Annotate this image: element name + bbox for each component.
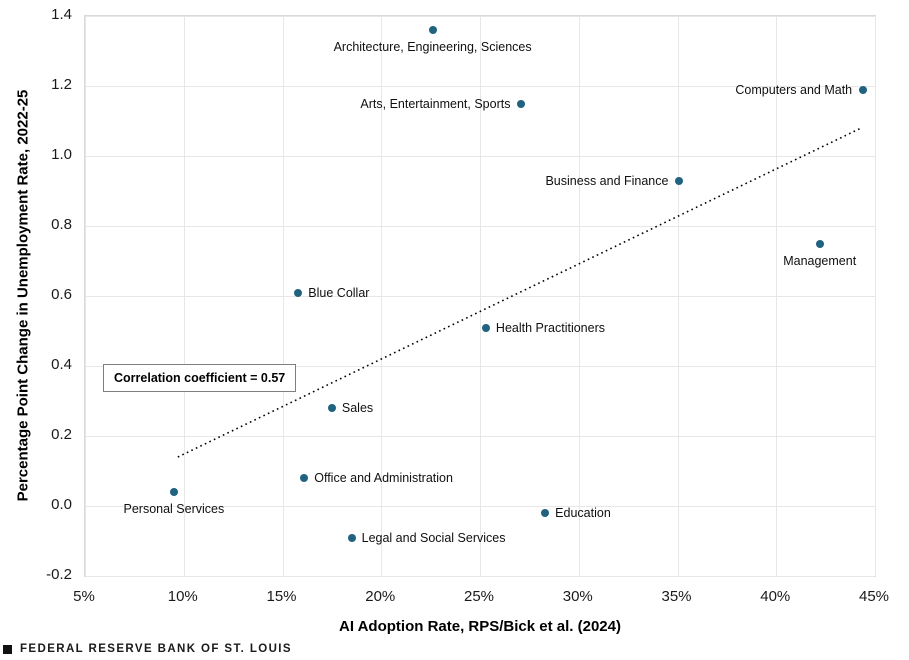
- data-point-label: Business and Finance: [545, 173, 669, 188]
- data-point-label: Office and Administration: [314, 471, 453, 485]
- x-tick-label: 30%: [562, 588, 593, 605]
- data-point: [300, 474, 309, 482]
- x-tick-label: 10%: [167, 588, 198, 605]
- footer-brand: FEDERAL RESERVE BANK OF ST. LOUIS: [3, 643, 292, 655]
- y-tick-label: 1.2: [51, 76, 72, 93]
- y-tick-label: 0.0: [51, 496, 72, 513]
- plot-area: Architecture, Engineering, Sciences Arts,…: [84, 15, 876, 577]
- data-point: [541, 509, 550, 517]
- y-tick-label: 0.4: [51, 356, 72, 373]
- y-tick-label: 1.4: [51, 6, 72, 23]
- x-axis-title: AI Adoption Rate, RPS/Bick et al. (2024): [338, 618, 621, 635]
- x-tick-label: 15%: [266, 588, 297, 605]
- data-point-label: Computers and Math: [735, 82, 853, 97]
- data-point: [347, 533, 356, 542]
- data-point: [815, 239, 824, 248]
- data-point: [675, 176, 684, 185]
- gridline-vertical: [875, 16, 876, 576]
- gridline-vertical: [578, 16, 580, 576]
- data-point-label: Blue Collar: [308, 285, 370, 300]
- data-point: [859, 85, 868, 94]
- data-point: [517, 99, 526, 108]
- correlation-annotation: Correlation coefficient = 0.57: [103, 364, 297, 392]
- square-logo-icon: [3, 644, 12, 654]
- y-tick-label: 1.0: [51, 146, 72, 163]
- data-point-label: Management: [783, 253, 857, 268]
- footer-brand-label: FEDERAL RESERVE BANK OF ST. LOUIS: [20, 643, 292, 655]
- y-tick-label: 0.8: [51, 216, 72, 233]
- gridline-vertical: [282, 16, 284, 576]
- x-tick-label: 5%: [73, 588, 95, 605]
- x-tick-label: 35%: [661, 588, 692, 605]
- x-tick-label: 25%: [463, 588, 495, 605]
- data-point-label: Sales: [341, 401, 374, 415]
- gridline-vertical: [183, 16, 185, 576]
- data-point-label: Personal Services: [123, 502, 225, 516]
- data-point: [481, 323, 490, 332]
- data-point-label: Education: [555, 506, 611, 520]
- y-tick-label: 0.6: [51, 286, 72, 303]
- y-tick-label: 0.2: [51, 426, 72, 443]
- gridline-vertical: [677, 16, 679, 576]
- x-tick-label: 40%: [760, 588, 791, 605]
- x-tick-label: 45%: [858, 588, 890, 605]
- gridline-vertical: [85, 16, 86, 576]
- data-point: [428, 26, 437, 34]
- data-point-label: Architecture, Engineering, Sciences: [333, 40, 532, 54]
- data-point-label: Arts, Entertainment, Sports: [360, 96, 511, 111]
- gridline-vertical: [776, 16, 778, 576]
- data-point-label: Legal and Social Services: [361, 530, 506, 545]
- gridline-horizontal: [85, 576, 875, 577]
- y-tick-label: -0.2: [46, 566, 72, 583]
- data-point: [169, 488, 178, 496]
- data-point: [327, 404, 336, 412]
- x-tick-label: 20%: [365, 588, 396, 605]
- data-point: [294, 288, 303, 297]
- data-point-label: Health Practitioners: [495, 320, 605, 335]
